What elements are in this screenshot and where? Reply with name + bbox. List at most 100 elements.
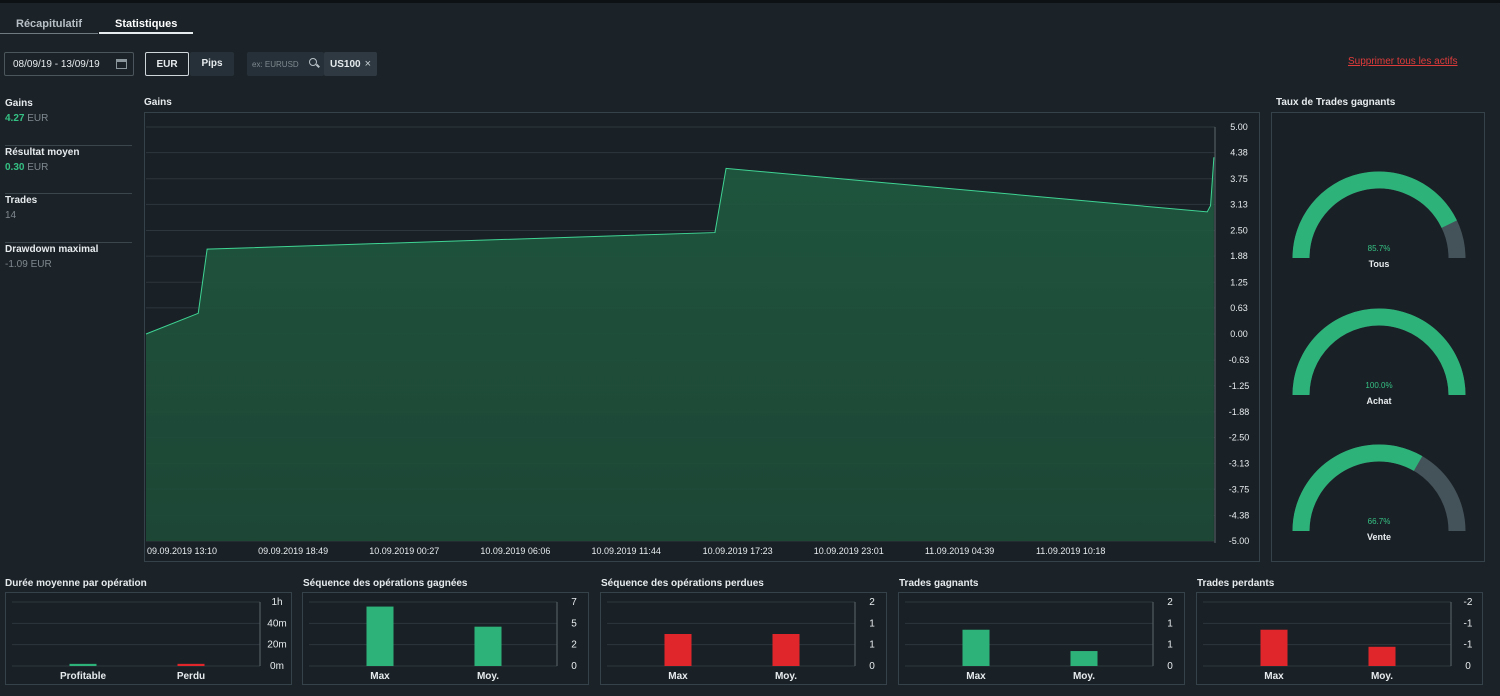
x-tick-label: Moy. <box>477 671 499 682</box>
gauges-panel: 85.7% Tous 100.0% Achat 66.7% Vente <box>1271 112 1485 562</box>
stat-value: -1.09 EUR <box>5 259 132 270</box>
y-tick-label: 0.63 <box>1230 303 1248 313</box>
x-tick-label: 10.09.2019 23:01 <box>814 546 884 556</box>
search-placeholder: ex: EURUSD <box>252 60 299 69</box>
gains-chart-title: Gains <box>144 97 172 108</box>
y-tick-label: -3.13 <box>1229 459 1250 469</box>
gauge-fill <box>1292 308 1466 396</box>
search-icon[interactable] <box>309 58 317 66</box>
y-tick-label: -2 <box>1464 597 1473 608</box>
x-tick-label: 11.09.2019 04:39 <box>925 546 994 556</box>
y-tick-label: 1 <box>1167 618 1173 629</box>
mini-chart-title: Séquence des opérations gagnées <box>303 578 468 589</box>
y-tick-label: -5.00 <box>1229 536 1250 546</box>
y-tick-label: 2 <box>1167 597 1173 608</box>
stats-sidebar: Gains 4.27 EUR Résultat moyen 0.30 EUR T… <box>5 97 132 291</box>
gauge-vente: 66.7% Vente <box>1272 436 1486 576</box>
bar <box>1070 651 1098 666</box>
x-tick-label: 09.09.2019 18:49 <box>258 546 328 556</box>
y-tick-label: -1 <box>1464 640 1473 651</box>
mini-chart-title: Séquence des opérations perdues <box>601 578 764 589</box>
gains-chart-svg: 5.00 4.38 3.75 3.13 2.50 1.88 1.25 0.63 0.00 -0.6… <box>145 122 1250 556</box>
y-tick-label: 1 <box>869 618 875 629</box>
stat-gains: Gains 4.27 EUR <box>5 97 132 146</box>
stat-value: 14 <box>5 210 132 221</box>
x-tick-label: Perdu <box>177 671 205 682</box>
stat-number: 0.30 <box>5 161 25 173</box>
mini-chart-trades-gagnants: 2 1 1 0 Max Moy. <box>898 592 1185 685</box>
x-tick-label: 11.09.2019 10:18 <box>1036 546 1105 556</box>
unit-eur-button[interactable]: EUR <box>145 52 189 76</box>
gauge-svg <box>1292 171 1466 259</box>
mini-chart-trades-perdants: -2 -1 -1 0 Max Moy. <box>1196 592 1483 685</box>
calendar-icon[interactable] <box>116 59 127 69</box>
y-tick-label: 5 <box>571 618 577 629</box>
x-tick-label: Max <box>668 671 688 682</box>
asset-chip: US100 × <box>324 52 377 76</box>
stat-number: 14 <box>5 210 17 221</box>
stat-label: Gains <box>5 98 33 109</box>
date-range-picker[interactable]: 08/09/19 - 13/09/19 <box>4 52 134 76</box>
x-tick-label: Max <box>966 671 986 682</box>
gauge-value: 100.0% <box>1365 381 1393 390</box>
y-tick-label: 0 <box>869 661 875 672</box>
y-tick-label: 7 <box>571 597 577 608</box>
mini-chart-sequence-gagnees: 7 5 2 0 Max Moy. <box>302 592 589 685</box>
unit-pips-button[interactable]: Pips <box>190 52 234 76</box>
asset-chip-label: US100 <box>330 59 361 70</box>
stat-unit: EUR <box>27 113 49 124</box>
stat-unit: EUR <box>30 258 52 270</box>
stat-trades: Trades 14 <box>5 194 132 243</box>
stat-label: Trades <box>5 195 38 206</box>
y-tick-label: 2 <box>869 597 875 608</box>
y-tick-label: 0 <box>1465 661 1471 672</box>
gauge-svg <box>1292 308 1466 396</box>
y-tick-label: 5.00 <box>1230 122 1248 132</box>
x-tick-label: 10.09.2019 00:27 <box>369 546 439 556</box>
bar <box>177 663 205 666</box>
mini-chart-title: Trades perdants <box>1197 578 1275 589</box>
gauge-tous: 85.7% Tous <box>1272 163 1486 303</box>
stat-unit: EUR <box>27 161 49 173</box>
gauge-label: Tous <box>1368 259 1390 269</box>
x-tick-label: Max <box>370 671 390 682</box>
y-tick-label: 1 <box>869 640 875 651</box>
gauge-svg <box>1292 444 1466 532</box>
tab-statistiques[interactable]: Statistiques <box>99 12 194 34</box>
mini-chart-svg: 2 1 1 0 Max Moy. <box>905 597 1173 682</box>
close-icon[interactable]: × <box>364 58 371 70</box>
x-tick-label: Moy. <box>775 671 797 682</box>
delete-all-assets-link[interactable]: Supprimer tous les actifs <box>1348 56 1458 67</box>
y-tick-label: 3.75 <box>1230 174 1248 184</box>
y-tick-label: 1h <box>271 597 282 608</box>
bar <box>69 663 97 666</box>
y-tick-label: 1.25 <box>1230 277 1248 287</box>
y-tick-label: -4.38 <box>1229 510 1250 520</box>
mini-chart-svg: 1h 40m 20m 0m Profitable Perdu <box>12 597 287 682</box>
bar <box>366 606 394 666</box>
stat-number: 4.27 <box>5 113 25 124</box>
top-bar <box>0 0 1500 3</box>
asset-search-input[interactable]: ex: EURUSD <box>247 52 324 76</box>
y-tick-label: -0.63 <box>1229 355 1250 365</box>
y-tick-label: 0 <box>571 661 577 672</box>
tab-recapitulatif[interactable]: Récapitulatif <box>0 12 99 34</box>
gains-chart: 5.00 4.38 3.75 3.13 2.50 1.88 1.25 0.63 0.00 -0.6… <box>144 112 1260 562</box>
gauge-achat: 100.0% Achat <box>1272 300 1486 440</box>
y-tick-label: 2.50 <box>1230 226 1248 236</box>
y-tick-label: 3.13 <box>1230 199 1248 209</box>
y-tick-label: 0.00 <box>1230 329 1248 339</box>
stat-drawdown: Drawdown maximal -1.09 EUR <box>5 243 132 292</box>
bar <box>1368 646 1396 666</box>
stat-number: -1.09 <box>5 258 28 270</box>
x-tick-label: 09.09.2019 13:10 <box>147 546 217 556</box>
y-tick-label: -1.88 <box>1229 407 1250 417</box>
gauge-fill <box>1292 444 1423 532</box>
y-tick-label: 0 <box>1167 661 1173 672</box>
y-tick-label: -2.50 <box>1229 433 1250 443</box>
mini-chart-duree: 1h 40m 20m 0m Profitable Perdu <box>5 592 292 685</box>
gains-area <box>146 157 1214 542</box>
bar <box>474 626 502 666</box>
y-tick-label: 2 <box>571 640 577 651</box>
bar <box>962 629 990 666</box>
